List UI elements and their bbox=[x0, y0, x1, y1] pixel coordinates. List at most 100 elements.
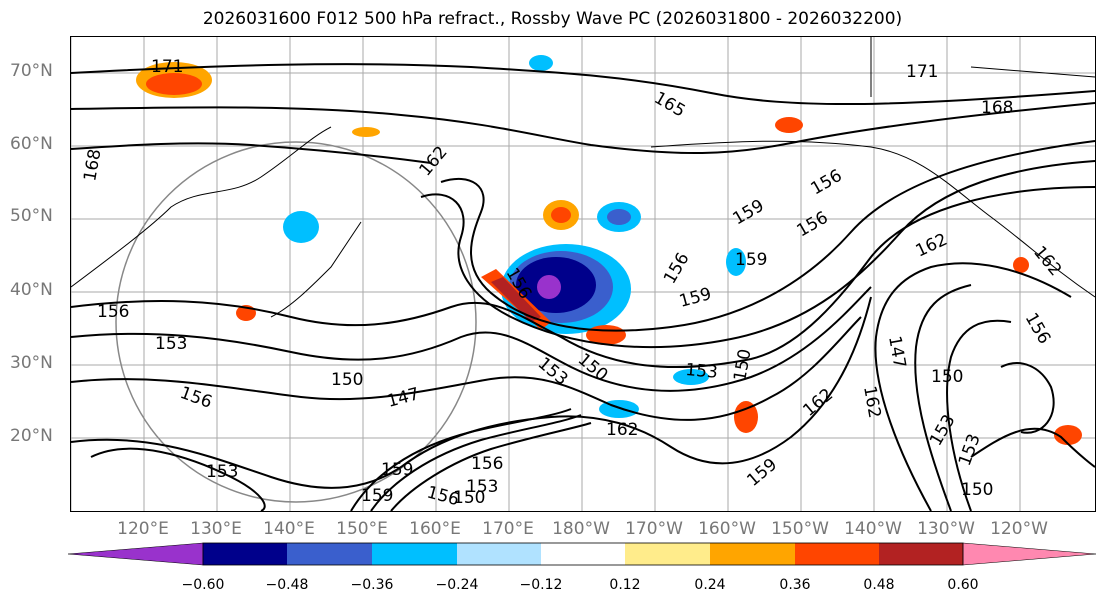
lon-label-140w: 140°W bbox=[844, 519, 902, 539]
contour-label: 159 bbox=[361, 486, 393, 506]
contour-label: 153 bbox=[534, 354, 572, 390]
positive-anomaly bbox=[1054, 425, 1082, 445]
contour-label: 153 bbox=[206, 462, 238, 482]
contour-label: 162 bbox=[913, 230, 951, 262]
colorbar-tick: −0.24 bbox=[435, 577, 479, 593]
lon-label-130w: 130°W bbox=[917, 519, 975, 539]
map-title: 2026031600 F012 500 hPa refract., Rossby… bbox=[202, 9, 903, 29]
colorbar bbox=[68, 542, 1097, 566]
colorbar-tick: −0.12 bbox=[519, 577, 563, 593]
colorbar-frame bbox=[202, 542, 964, 566]
colorbar-tick: −0.36 bbox=[350, 577, 394, 593]
contour-label: 153 bbox=[155, 334, 187, 354]
colorbar-segment bbox=[457, 543, 541, 565]
negative-anomaly bbox=[726, 248, 746, 276]
negative-anomaly bbox=[673, 369, 709, 385]
colorbar-tick: 0.48 bbox=[863, 577, 895, 593]
contour-line bbox=[1000, 362, 1055, 434]
contour-line bbox=[874, 262, 1072, 511]
contour-label: 156 bbox=[97, 302, 129, 322]
lon-label-150w: 150°W bbox=[771, 519, 829, 539]
contour-label: 165 bbox=[651, 88, 689, 122]
anomaly-shading bbox=[136, 55, 1082, 445]
contour-label: 156 bbox=[177, 383, 214, 413]
contour-label: 156 bbox=[1021, 310, 1055, 348]
colorbar-tick: −0.60 bbox=[181, 577, 225, 593]
contour-label: 156 bbox=[794, 208, 832, 242]
positive-anomaly bbox=[551, 207, 571, 223]
colorbar-segment bbox=[710, 543, 795, 565]
contour-label: 150 bbox=[453, 488, 485, 508]
contour-line bbox=[71, 142, 432, 164]
contour-label: 150 bbox=[331, 370, 363, 390]
lon-label-160e: 160°E bbox=[409, 519, 461, 539]
lon-label-160w: 160°W bbox=[698, 519, 756, 539]
lat-label-40n: 40°N bbox=[10, 280, 53, 300]
positive-anomaly bbox=[1013, 257, 1029, 273]
positive-anomaly bbox=[491, 277, 541, 322]
negative-anomaly bbox=[529, 55, 553, 71]
lat-label-60n: 60°N bbox=[10, 134, 53, 154]
colorbar-segment bbox=[625, 543, 710, 565]
contour-line bbox=[71, 102, 1095, 155]
contour-label: 156 bbox=[660, 249, 694, 287]
contour-line bbox=[914, 284, 972, 511]
positive-anomaly bbox=[146, 73, 202, 95]
lat-label-30n: 30°N bbox=[10, 353, 53, 373]
contour-lines bbox=[71, 63, 1095, 511]
contour-label: 168 bbox=[80, 147, 105, 182]
contour-label: 153 bbox=[466, 477, 498, 497]
coastlines bbox=[71, 37, 1095, 318]
lon-label-120w: 120°W bbox=[990, 519, 1048, 539]
lat-label-20n: 20°N bbox=[10, 426, 53, 446]
negative-anomaly bbox=[283, 211, 319, 243]
contour-label: 159 bbox=[677, 284, 714, 312]
map-svg: 171 168 165 162 171 168 168 162 159 156 … bbox=[71, 37, 1095, 511]
canada-coastline bbox=[870, 37, 1095, 97]
lon-label-130e: 130°E bbox=[190, 519, 242, 539]
contour-label: 156 bbox=[471, 454, 503, 474]
positive-anomaly bbox=[775, 117, 803, 133]
japan-coastline bbox=[270, 221, 362, 318]
contour-label: 150 bbox=[961, 480, 993, 500]
contour-label: 153 bbox=[685, 360, 719, 383]
positive-anomaly bbox=[734, 401, 758, 433]
contour-label: 162 bbox=[859, 384, 884, 419]
colorbar-tick: −0.48 bbox=[265, 577, 309, 593]
colorbar-segment bbox=[372, 543, 457, 565]
colorbar-tick: 0.12 bbox=[609, 577, 641, 593]
contour-line bbox=[390, 422, 592, 511]
colorbar-segment bbox=[795, 543, 879, 565]
colorbar-segment-under bbox=[68, 542, 204, 566]
negative-anomaly bbox=[607, 209, 631, 225]
contour-line bbox=[350, 408, 572, 511]
contour-line bbox=[420, 160, 1095, 349]
lat-label-70n: 70°N bbox=[10, 61, 53, 81]
contour-line bbox=[970, 427, 1095, 468]
contour-label: 153 bbox=[926, 411, 960, 449]
contour-line bbox=[370, 414, 582, 511]
colorbar-segment bbox=[287, 543, 372, 565]
contour-label: 162 bbox=[416, 142, 452, 180]
contour-line bbox=[440, 140, 1095, 332]
contour-label: 168 bbox=[981, 98, 1013, 118]
asia-coastline bbox=[71, 126, 332, 288]
contour-line bbox=[90, 447, 266, 511]
contour-label: 156 bbox=[808, 166, 846, 200]
contour-line bbox=[71, 186, 1095, 369]
contour-labels: 171 168 165 162 171 168 168 162 159 156 … bbox=[80, 57, 1065, 510]
alaska-coastline bbox=[650, 140, 1095, 298]
contour-label: 159 bbox=[735, 250, 767, 270]
contour-line bbox=[71, 286, 872, 392]
positive-anomaly bbox=[352, 127, 380, 137]
colorbar-segment bbox=[879, 543, 963, 565]
contour-label: 162 bbox=[606, 420, 638, 440]
contour-line bbox=[71, 63, 1095, 106]
contour-label: 162 bbox=[1029, 242, 1065, 280]
lon-label-180w: 180°W bbox=[552, 519, 610, 539]
colorbar-segment-over bbox=[962, 542, 1097, 566]
map-panel[interactable]: 171 168 165 162 171 168 168 162 159 156 … bbox=[70, 36, 1096, 512]
negative-anomaly bbox=[537, 275, 561, 299]
lon-label-140e: 140°E bbox=[263, 519, 315, 539]
colorbar-tick: 0.36 bbox=[779, 577, 811, 593]
